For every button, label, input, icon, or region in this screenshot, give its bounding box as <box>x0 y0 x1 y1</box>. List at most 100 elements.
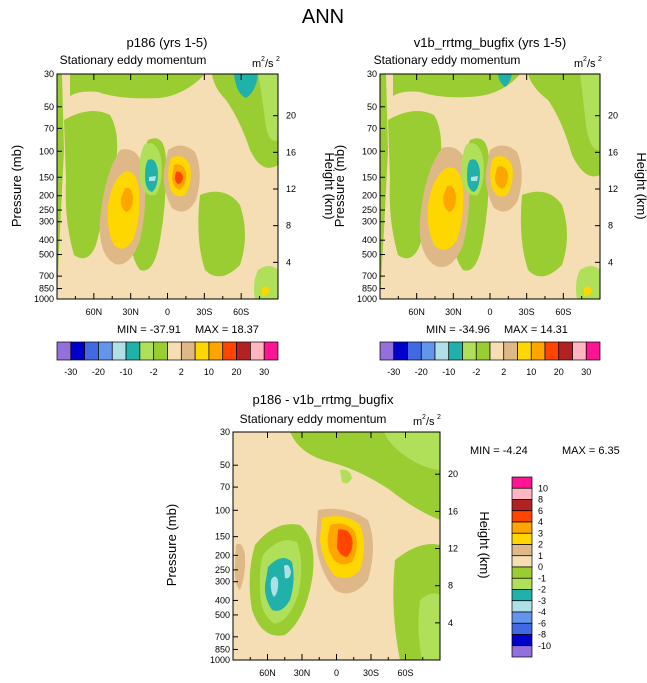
pressure-tick-label: 300 <box>39 217 54 227</box>
contour-yellow-left <box>427 167 464 250</box>
colorbar-box <box>393 341 408 361</box>
pressure-tick-label: 50 <box>220 460 230 470</box>
colorbar-box <box>511 499 533 512</box>
colorbar-box <box>511 521 533 534</box>
colorbar-label: -2 <box>538 585 546 595</box>
lat-tick-label: 30N <box>445 307 462 317</box>
panel-test-title: v1b_rrtmg_bugfix (yrs 1-5) <box>414 35 566 50</box>
colorbar-box <box>511 577 533 590</box>
contour-orange-left <box>120 187 133 212</box>
pressure-tick-label: 70 <box>44 123 54 133</box>
pressure-tick-label: 100 <box>362 146 377 156</box>
pressure-tick-label: 100 <box>215 505 230 515</box>
panel-test-units: m 2 /s 2 <box>574 56 602 70</box>
pressure-tick-label: 30 <box>220 427 230 437</box>
panel-control-max: MAX = 18.37 <box>195 324 259 336</box>
colorbar-box <box>236 341 251 361</box>
contour-olive-top <box>290 432 440 520</box>
panel-diff-height-ticks: 20 16 12 8 4 <box>435 469 458 628</box>
contour-lightblue-jet <box>149 176 156 181</box>
colorbar-box <box>572 341 587 361</box>
panel-control-min: MIN = -37.91 <box>117 324 181 336</box>
lat-tick-label: 60N <box>86 307 103 317</box>
contour-orange-right <box>495 166 508 189</box>
panel-control-units: m 2 /s 2 <box>252 56 280 70</box>
panel-diff-field <box>233 432 440 660</box>
panel-test-field <box>380 74 600 299</box>
contour-olive-upper-right <box>528 74 600 177</box>
pressure-tick-label: 200 <box>362 191 377 201</box>
contour-lightblue-jet-b <box>284 564 291 579</box>
colorbar-label: 3 <box>538 528 543 538</box>
lat-tick-label: 0 <box>165 307 170 317</box>
pressure-tick-label: 300 <box>362 217 377 227</box>
colorbar-label: -2 <box>472 367 480 377</box>
colorbar-box <box>407 341 422 361</box>
pressure-tick-label: 1000 <box>210 655 230 665</box>
contour-green-surface <box>254 266 278 299</box>
contour-yellow-surface <box>262 286 270 296</box>
panel-control-height-ticks: 20 16 12 8 4 <box>273 111 296 267</box>
colorbar-box <box>434 341 450 361</box>
contour-green-small <box>340 469 352 484</box>
colorbar-box <box>511 532 533 545</box>
colorbar-label: 20 <box>232 367 242 377</box>
colorbar-box <box>530 341 546 361</box>
pressure-tick-label: 30 <box>367 69 377 79</box>
panel-test-ylabel-left: Pressure (mb) <box>332 145 347 227</box>
colorbar-box <box>111 341 127 361</box>
colorbar-label: -8 <box>538 630 546 640</box>
contour-olive-left <box>388 111 442 259</box>
colorbar-box <box>84 341 99 361</box>
colorbar-box <box>153 341 168 361</box>
contour-green-top <box>384 432 440 470</box>
panel-control-field <box>57 74 278 299</box>
colorbar-label: 2 <box>538 540 543 550</box>
units-exp: 2 <box>583 56 587 63</box>
pressure-tick-label: 150 <box>39 172 54 182</box>
units-base: m <box>413 416 422 428</box>
colorbar-label: 20 <box>554 367 564 377</box>
contour-green-surface <box>576 266 600 299</box>
units-exp: 2 <box>422 414 426 421</box>
pressure-tick-label: 700 <box>39 271 54 281</box>
pressure-tick-label: 50 <box>367 102 377 112</box>
pressure-tick-label: 500 <box>362 250 377 260</box>
colorbar-box <box>250 341 265 361</box>
height-tick-label: 12 <box>608 184 618 194</box>
panel-test-subtitle: Stationary eddy momentum <box>374 53 521 67</box>
colorbar-label: 6 <box>538 506 543 516</box>
colorbar-label: -4 <box>538 607 546 617</box>
height-tick-label: 12 <box>448 544 458 554</box>
pressure-tick-label: 1000 <box>34 294 54 304</box>
units-den: /s <box>426 416 435 428</box>
units-den-exp: 2 <box>276 56 280 63</box>
colorbar-box <box>511 645 533 658</box>
panel-control: p186 (yrs 1-5) Stationary eddy momentum … <box>9 35 337 336</box>
pressure-tick-label: 70 <box>367 123 377 133</box>
units-base: m <box>252 58 261 70</box>
colorbar-label: 2 <box>501 367 506 377</box>
colorbar-box <box>379 341 395 361</box>
contour-teal-jet <box>467 159 480 192</box>
contour-green-upper-right <box>258 74 278 141</box>
colorbar-box <box>511 611 533 624</box>
panel-diff-units: m 2 /s 2 <box>413 414 441 428</box>
height-tick-label: 4 <box>608 257 613 267</box>
panel-control-ylabel-left: Pressure (mb) <box>9 145 24 227</box>
panel-control-lat-ticks: 60N 30N 0 30S 60S <box>74 74 261 317</box>
height-tick-label: 12 <box>286 184 296 194</box>
pressure-tick-label: 850 <box>39 284 54 294</box>
units-den-exp: 2 <box>598 56 602 63</box>
pressure-tick-label: 400 <box>362 235 377 245</box>
colorbar-control: -30 -20 -10 -2 2 10 20 30 <box>56 341 279 377</box>
pressure-tick-label: 850 <box>215 644 230 654</box>
colorbar-label: 10 <box>204 367 214 377</box>
colorbar-label: 10 <box>526 367 536 377</box>
panel-diff-max: MAX = 6.35 <box>562 445 620 457</box>
colorbar-label: -10 <box>538 641 551 651</box>
panel-diff-lat-ticks: 60N 30N 0 30S 60S <box>249 432 424 678</box>
contour-olive-top <box>70 74 205 99</box>
height-tick-label: 16 <box>286 147 296 157</box>
